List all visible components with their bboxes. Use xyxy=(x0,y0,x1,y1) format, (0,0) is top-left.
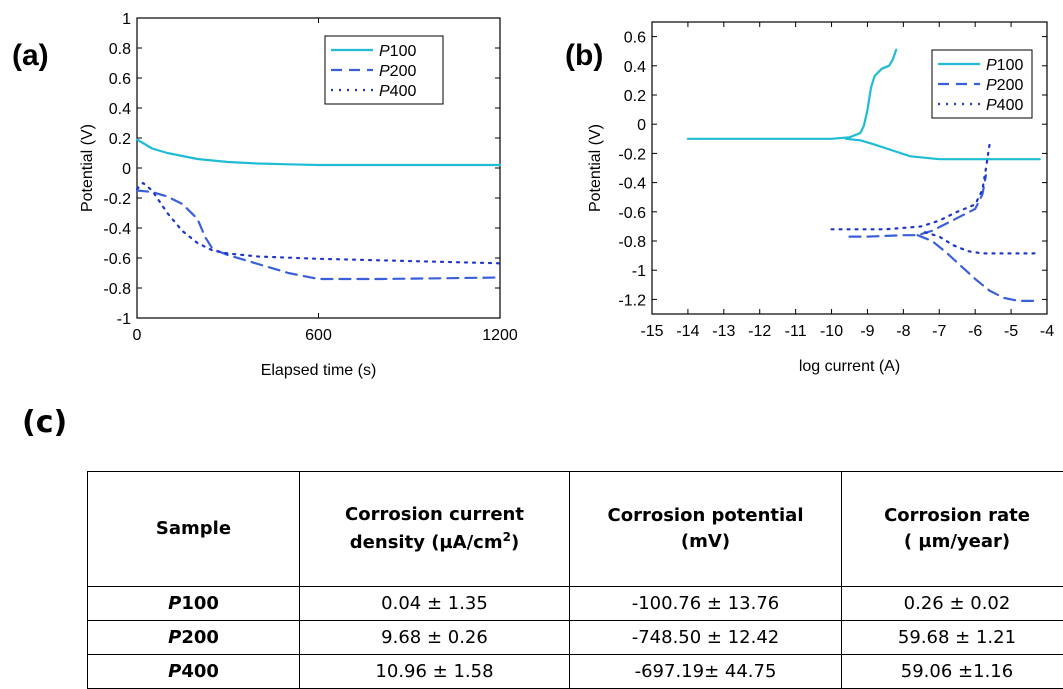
potential-cell: -748.50 ± 12.42 xyxy=(570,621,842,655)
y-tick-label: -0.4 xyxy=(103,221,131,238)
series-line-p100 xyxy=(137,140,500,166)
y-tick-label: -0.6 xyxy=(618,205,646,222)
x-tick-label: -7 xyxy=(932,323,946,340)
sample-cell: P400 xyxy=(88,655,300,689)
y-tick-label: 0.6 xyxy=(109,71,131,88)
rate-cell: 59.06 ±1.16 xyxy=(842,655,1063,689)
legend-entry: P100 xyxy=(986,57,1023,74)
table-header-row: Sample Corrosion current density (µA/cm2… xyxy=(88,472,1063,587)
legend-entry-prefix: P xyxy=(986,97,997,114)
current-cell: 10.96 ± 1.58 xyxy=(300,655,570,689)
series-line-p200 xyxy=(918,235,1040,301)
corrosion-table: Sample Corrosion current density (µA/cm2… xyxy=(87,471,1063,689)
sample-cell: P100 xyxy=(88,587,300,621)
x-tick-label: -4 xyxy=(1040,323,1054,340)
legend-entry-number: 100 xyxy=(390,43,417,60)
table-row: P400 10.96 ± 1.58 -697.19± 44.75 59.06 ±… xyxy=(88,655,1063,689)
legend-entry: P400 xyxy=(379,83,416,100)
legend-entry-number: 200 xyxy=(390,63,417,80)
table-row: P200 9.68 ± 0.26 -748.50 ± 12.42 59.68 ±… xyxy=(88,621,1063,655)
legend-entry: P200 xyxy=(986,77,1023,94)
series-line-p200 xyxy=(850,175,987,236)
x-tick-label: -8 xyxy=(896,323,910,340)
sample-cell: P200 xyxy=(88,621,300,655)
legend-entry: P400 xyxy=(986,97,1023,114)
header-potential: Corrosion potential (mV) xyxy=(570,472,842,587)
x-tick-label: -12 xyxy=(748,323,771,340)
legend-entry-prefix: P xyxy=(986,57,997,74)
y-tick-label: -0.4 xyxy=(618,176,646,193)
y-tick-label: -0.6 xyxy=(103,251,131,268)
y-axis-label: Potential (V) xyxy=(587,124,604,212)
x-tick-label: -6 xyxy=(968,323,982,340)
rate-cell: 0.26 ± 0.02 xyxy=(842,587,1063,621)
legend-entry: P200 xyxy=(379,63,416,80)
x-axis-label: Elapsed time (s) xyxy=(261,362,377,379)
rate-cell: 59.68 ± 1.21 xyxy=(842,621,1063,655)
y-tick-label: 0.6 xyxy=(624,30,646,47)
current-cell: 9.68 ± 0.26 xyxy=(300,621,570,655)
potential-cell: -697.19± 44.75 xyxy=(570,655,842,689)
x-tick-label: -10 xyxy=(820,323,843,340)
y-tick-label: 0.4 xyxy=(109,101,131,118)
header-sample: Sample xyxy=(88,472,300,587)
series-line-p400 xyxy=(137,183,500,263)
y-tick-label: 0.2 xyxy=(624,88,646,105)
charts-area: (a) (b) 1 0.8 0.6 0.4 0.2 0 -0.2 -0.4 -0.6 -0.8 -1… xyxy=(0,0,1063,400)
x-tick-label: 1200 xyxy=(482,327,518,344)
panel-c-label: (c) xyxy=(22,405,67,440)
current-cell: 0.04 ± 1.35 xyxy=(300,587,570,621)
plot-frame xyxy=(137,18,500,318)
y-tick-label: 1 xyxy=(122,11,131,28)
y-tick-label: 0.8 xyxy=(109,41,131,58)
legend-entry-prefix: P xyxy=(379,63,390,80)
y-tick-label: -1 xyxy=(632,263,646,280)
y-tick-label: 0 xyxy=(122,161,131,178)
y-tick-label: 0.4 xyxy=(624,59,646,76)
legend-entry: P100 xyxy=(379,43,416,60)
chart-b: 0.6 0.4 0.2 0 -0.2 -0.4 -0.6 -0.8 -1 -1.2 -15 -14 -1… xyxy=(587,22,1054,375)
x-tick-label: -14 xyxy=(676,323,699,340)
x-tick-label: -13 xyxy=(712,323,735,340)
y-tick-label: 0.2 xyxy=(109,131,131,148)
y-tick-label: -0.2 xyxy=(103,191,131,208)
series-line-p200 xyxy=(137,191,500,280)
x-tick-label: -5 xyxy=(1004,323,1018,340)
x-tick-label: 0 xyxy=(133,327,142,344)
x-tick-label: 600 xyxy=(305,327,332,344)
panel-b-label: (b) xyxy=(565,39,603,72)
x-axis-label: log current (A) xyxy=(799,358,900,375)
legend-entry-prefix: P xyxy=(986,77,997,94)
legend-entry-number: 400 xyxy=(390,83,417,100)
series-line-p100 xyxy=(846,139,1040,159)
y-tick-label: -1 xyxy=(117,311,131,328)
potential-cell: -100.76 ± 13.76 xyxy=(570,587,842,621)
x-tick-label: -15 xyxy=(640,323,663,340)
legend-entry-number: 400 xyxy=(997,97,1024,114)
legend-entry-prefix: P xyxy=(379,83,390,100)
series-line-p100 xyxy=(688,50,896,139)
y-tick-label: -0.8 xyxy=(618,234,646,251)
y-tick-label: -0.2 xyxy=(618,146,646,163)
y-tick-label: -1.2 xyxy=(618,292,646,309)
header-rate: Corrosion rate ( µm/year) xyxy=(842,472,1063,587)
panel-a-label: (a) xyxy=(12,39,49,72)
y-tick-label: -0.8 xyxy=(103,281,131,298)
x-tick-label: -11 xyxy=(785,323,807,340)
x-tick-label: -9 xyxy=(860,323,874,340)
legend-entry-prefix: P xyxy=(379,43,390,60)
header-current-density: Corrosion current density (µA/cm2) xyxy=(300,472,570,587)
y-axis-label: Potential (V) xyxy=(79,124,96,212)
legend-entry-number: 100 xyxy=(997,57,1024,74)
legend-entry-number: 200 xyxy=(997,77,1024,94)
table-row: P100 0.04 ± 1.35 -100.76 ± 13.76 0.26 ± … xyxy=(88,587,1063,621)
y-tick-label: 0 xyxy=(637,117,646,134)
